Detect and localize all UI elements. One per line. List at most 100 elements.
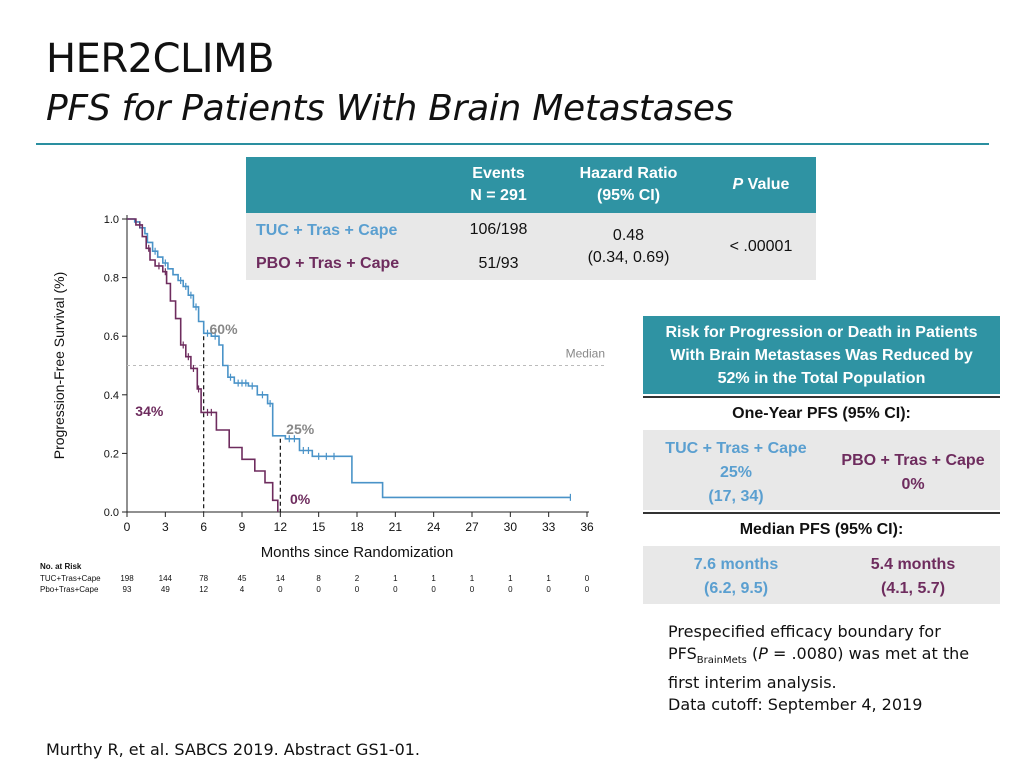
x-tick-label: 33 — [542, 520, 556, 534]
x-tick-label: 24 — [427, 520, 441, 534]
one-year-tuc-arm: TUC + Tras + Cape — [665, 440, 807, 457]
events-table-body: TUC + Tras + Cape PBO + Tras + Cape 106/… — [246, 213, 816, 280]
annotation-label: 0% — [290, 491, 311, 507]
series-line-pbo — [127, 218, 279, 512]
y-axis-label: Progression-Free Survival (%) — [51, 272, 67, 460]
row-events-tuc: 106/198 — [469, 221, 528, 238]
at-risk-count: 1 — [469, 574, 475, 583]
x-tick-label: 12 — [274, 520, 288, 534]
one-year-tuc-value: 25% — [719, 464, 753, 481]
events-table: Events N = 291 Hazard Ratio (95% CI) P V… — [246, 157, 816, 280]
risk-box-divider — [643, 396, 1000, 398]
notes-p-open: ( — [746, 644, 759, 663]
annotation-label: 60% — [210, 321, 239, 337]
notes-line4: Data cutoff: September 4, 2019 — [668, 695, 923, 715]
y-tick-label: 0.4 — [104, 390, 119, 402]
at-risk-count: 0 — [393, 585, 398, 594]
median-pbo: 5.4 months (4.1, 5.7) — [828, 553, 998, 601]
notes-p-italic: P — [758, 644, 768, 663]
y-tick-label: 0.8 — [104, 273, 119, 285]
x-axis-label: Months since Randomization — [261, 544, 454, 561]
hazard-ratio-value: 0.48 — [612, 227, 645, 244]
median-tuc: 7.6 months (6.2, 9.5) — [651, 553, 821, 601]
at-risk-count: 8 — [316, 574, 321, 583]
at-risk-count: 14 — [275, 574, 285, 583]
at-risk-count: 0 — [508, 585, 513, 594]
one-year-tuc-ci: (17, 34) — [708, 488, 764, 505]
efficacy-notes: Prespecified efficacy boundary for PFSBr… — [668, 621, 988, 716]
at-risk-count: 49 — [160, 585, 170, 594]
header-hr-line2: (95% CI) — [596, 187, 661, 204]
risk-box-heading: Risk for Progression or Death in Patient… — [643, 316, 1000, 394]
annotation-label: 25% — [286, 421, 315, 437]
median-pbo-ci: (4.1, 5.7) — [880, 580, 946, 597]
citation: Murthy R, et al. SABCS 2019. Abstract GS… — [46, 740, 421, 759]
at-risk-count: 45 — [237, 574, 247, 583]
header-p-italic: P — [732, 176, 744, 193]
at-risk-count: 2 — [354, 574, 360, 583]
risk-heading-line2: With Brain Metastases Was Reduced by — [670, 346, 973, 364]
one-year-pfs-band — [643, 430, 1000, 510]
at-risk-count: 0 — [469, 585, 475, 594]
at-risk-count: 1 — [431, 574, 436, 583]
events-table-header: Events N = 291 Hazard Ratio (95% CI) P V… — [246, 157, 816, 213]
at-risk-count: 0 — [584, 574, 590, 583]
at-risk-count: 0 — [316, 585, 321, 594]
x-tick-label: 18 — [350, 520, 364, 534]
y-tick-label: 0.0 — [104, 507, 119, 519]
at-risk-count: 1 — [546, 574, 551, 583]
at-risk-count: 12 — [199, 585, 209, 594]
x-tick-label: 15 — [312, 520, 326, 534]
y-tick-label: 1.0 — [104, 214, 119, 226]
slide-subtitle: PFS for Patients With Brain Metastases — [46, 88, 734, 129]
median-pfs-label: Median PFS (95% CI): — [739, 521, 904, 538]
row-arm-pbo: PBO + Tras + Cape — [256, 255, 400, 272]
at-risk-count: 1 — [508, 574, 513, 583]
median-tuc-ci: (6.2, 9.5) — [703, 580, 769, 597]
header-events-line2: N = 291 — [470, 187, 527, 204]
at-risk-count: 0 — [278, 585, 283, 594]
header-p-value: P Value — [706, 174, 816, 196]
p-value: < .00001 — [729, 238, 793, 255]
annotation-label: 34% — [135, 403, 164, 419]
at-risk-count: 0 — [431, 585, 436, 594]
at-risk-row-label: Pbo+Tras+Cape — [40, 585, 99, 594]
x-tick-label: 9 — [239, 520, 246, 534]
row-events-pbo: 51/93 — [478, 255, 519, 272]
x-tick-label: 30 — [504, 520, 518, 534]
notes-pfs-subscript: BrainMets — [696, 655, 747, 667]
header-events-line1: Events — [472, 165, 525, 182]
one-year-pbo-value: 0% — [901, 476, 925, 493]
risk-reduction-box: Risk for Progression or Death in Patient… — [643, 316, 1000, 604]
at-risk-row-label: TUC+Tras+Cape — [40, 574, 101, 583]
one-year-pfs-label: One-Year PFS (95% CI): — [732, 405, 911, 422]
x-tick-label: 0 — [124, 520, 131, 534]
one-year-pbo-arm: PBO + Tras + Cape — [841, 452, 985, 469]
header-p-rest: Value — [743, 176, 790, 193]
title-divider — [36, 143, 989, 145]
hazard-ratio-ci: (0.34, 0.69) — [587, 249, 670, 266]
median-tuc-value: 7.6 months — [693, 556, 779, 573]
header-events: Events N = 291 — [446, 163, 551, 207]
notes-line3: first interim analysis. — [668, 673, 837, 693]
median-label: Median — [566, 347, 605, 361]
at-risk-count: 198 — [120, 574, 134, 583]
at-risk-count: 78 — [199, 574, 209, 583]
median-divider — [643, 512, 1000, 514]
at-risk-count: 0 — [354, 585, 360, 594]
one-year-pbo: PBO + Tras + Cape 0% — [828, 449, 998, 497]
x-tick-label: 6 — [200, 520, 207, 534]
at-risk-count: 93 — [122, 585, 132, 594]
row-arm-tuc: TUC + Tras + Cape — [256, 222, 398, 239]
y-tick-label: 0.2 — [104, 448, 119, 460]
notes-line1: Prespecified efficacy boundary for — [668, 622, 941, 641]
slide-title: HER2CLIMB — [46, 36, 275, 82]
notes-line2: PFSBrainMets (P = .0080) was met at the — [668, 643, 988, 672]
notes-pfs: PFS — [668, 644, 697, 663]
pfs-km-chart: 0.00.20.40.60.81.00 3 6 9 12 15 18 21 24 27 30 33 36… — [51, 214, 607, 561]
at-risk-count: 1 — [393, 574, 398, 583]
header-hazard-ratio: Hazard Ratio (95% CI) — [556, 163, 701, 207]
one-year-tuc: TUC + Tras + Cape 25% (17, 34) — [651, 437, 821, 509]
x-tick-label: 36 — [580, 520, 594, 534]
at-risk-count: 4 — [239, 585, 245, 594]
